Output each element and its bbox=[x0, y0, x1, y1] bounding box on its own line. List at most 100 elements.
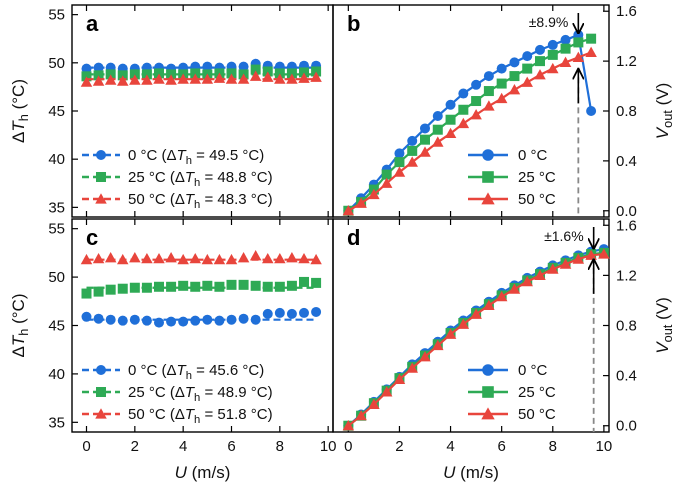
data-point bbox=[457, 318, 470, 329]
data-point bbox=[190, 281, 201, 292]
legend-label: 0 °C (ΔTh = 45.6 °C) bbox=[128, 362, 264, 382]
data-point bbox=[141, 282, 152, 293]
y-tick-label: 0.4 bbox=[616, 368, 637, 385]
legend-label: 0 °C bbox=[518, 362, 548, 379]
series-line bbox=[347, 247, 605, 427]
data-point bbox=[129, 69, 140, 80]
data-point bbox=[470, 108, 482, 120]
data-point bbox=[250, 64, 261, 75]
data-point bbox=[560, 34, 571, 45]
data-point bbox=[471, 79, 482, 90]
data-point bbox=[214, 281, 225, 292]
data-point bbox=[310, 253, 322, 265]
data-point bbox=[214, 315, 225, 326]
series-line bbox=[347, 252, 604, 427]
data-point bbox=[202, 314, 213, 325]
data-point bbox=[153, 252, 165, 264]
data-point bbox=[238, 279, 249, 290]
series-line bbox=[347, 251, 604, 427]
legend-label: 25 °C bbox=[518, 169, 556, 186]
data-point bbox=[586, 33, 597, 44]
data-point bbox=[154, 281, 164, 292]
data-point bbox=[81, 311, 92, 322]
data-point bbox=[598, 248, 610, 259]
x-tick-label: 8 bbox=[549, 438, 557, 455]
data-point bbox=[154, 68, 164, 79]
legend-marker bbox=[96, 387, 106, 397]
y-axis-title-a: ΔTh (°C) bbox=[9, 79, 31, 143]
y-axis-title-c-unit: (°C) bbox=[9, 294, 28, 329]
y-tick-label: 1.2 bbox=[616, 267, 637, 284]
data-point bbox=[299, 67, 309, 78]
data-point bbox=[81, 71, 92, 82]
legend-label: 25 °C (ΔTh = 48.8 °C) bbox=[128, 169, 273, 189]
legend-label-post: = 51.8 °C) bbox=[200, 406, 272, 423]
x-tick-label: 0 bbox=[82, 438, 90, 455]
data-point bbox=[189, 252, 201, 264]
data-point bbox=[483, 100, 495, 111]
data-point bbox=[471, 96, 482, 107]
legend-label: 50 °C (ΔTh = 48.3 °C) bbox=[128, 191, 273, 211]
data-point bbox=[274, 281, 285, 292]
data-point bbox=[93, 62, 104, 73]
legend-d: 0 °C 25 °C 50 °C bbox=[468, 362, 556, 423]
legend-label: 25 °C bbox=[518, 384, 556, 401]
data-point bbox=[141, 252, 153, 264]
data-point bbox=[213, 253, 226, 265]
y-tick-label: 50 bbox=[48, 269, 65, 286]
data-point bbox=[129, 314, 140, 325]
data-point bbox=[535, 44, 545, 55]
data-point bbox=[262, 281, 273, 292]
data-point bbox=[547, 263, 559, 274]
data-point bbox=[310, 71, 322, 82]
y-tick-label: 55 bbox=[48, 7, 65, 24]
data-point bbox=[586, 106, 597, 116]
data-point bbox=[238, 61, 249, 72]
data-point bbox=[105, 284, 116, 295]
y-axis-title-c: ΔTh (°C) bbox=[9, 294, 31, 358]
y-axis-title-b: Vout (V) bbox=[653, 83, 675, 139]
legend-marker bbox=[482, 386, 494, 398]
y-axis-title-a-delta: Δ bbox=[9, 132, 28, 143]
data-point bbox=[213, 72, 226, 83]
data-point bbox=[559, 56, 572, 67]
data-point bbox=[560, 43, 571, 54]
legend-label: 0 °C bbox=[518, 147, 548, 164]
y-axis-title-a-unit: (°C) bbox=[9, 79, 28, 114]
x-axis-title-d-unit: (m/s) bbox=[455, 463, 498, 482]
panel-letter-c: c bbox=[86, 225, 98, 250]
data-point bbox=[165, 74, 177, 85]
x-tick-label: 10 bbox=[320, 438, 337, 455]
legend-label-pre: 25 °C (Δ bbox=[128, 384, 185, 401]
data-point bbox=[394, 148, 405, 159]
series-b-2 bbox=[342, 46, 597, 216]
data-point bbox=[286, 68, 297, 79]
series-d-1 bbox=[343, 247, 609, 431]
data-point bbox=[286, 308, 297, 319]
data-point bbox=[165, 251, 177, 263]
data-point bbox=[393, 166, 406, 177]
data-point bbox=[202, 61, 213, 72]
legend-label-sub: h bbox=[194, 199, 200, 211]
legend-label-base: T bbox=[185, 191, 196, 208]
data-point bbox=[585, 46, 597, 57]
data-point bbox=[508, 283, 521, 294]
data-point bbox=[129, 282, 140, 293]
axis-titles: ΔTh (°C)ΔTh (°C)Vout (V)Vout (V)U (m/s) U… bbox=[9, 79, 675, 482]
data-point bbox=[238, 313, 249, 324]
panel-d: 0 2 4 6 8 100.0 0.4 0.8 1.2 1.6 d ±1.6% 0 °C 25 °C 50 … bbox=[332, 217, 637, 455]
y-tick-label: 40 bbox=[48, 366, 65, 383]
data-point bbox=[495, 92, 508, 104]
data-point bbox=[154, 317, 164, 328]
legend-marker bbox=[96, 365, 106, 375]
data-point bbox=[153, 73, 165, 84]
data-point bbox=[92, 252, 105, 264]
legend-marker bbox=[95, 408, 107, 419]
panel-letter-a: a bbox=[86, 11, 99, 36]
data-point bbox=[355, 197, 367, 208]
data-point bbox=[286, 280, 297, 291]
legend-label-post: = 48.9 °C) bbox=[200, 384, 272, 401]
data-point bbox=[311, 277, 322, 288]
data-point bbox=[202, 280, 213, 291]
data-point bbox=[445, 99, 456, 110]
